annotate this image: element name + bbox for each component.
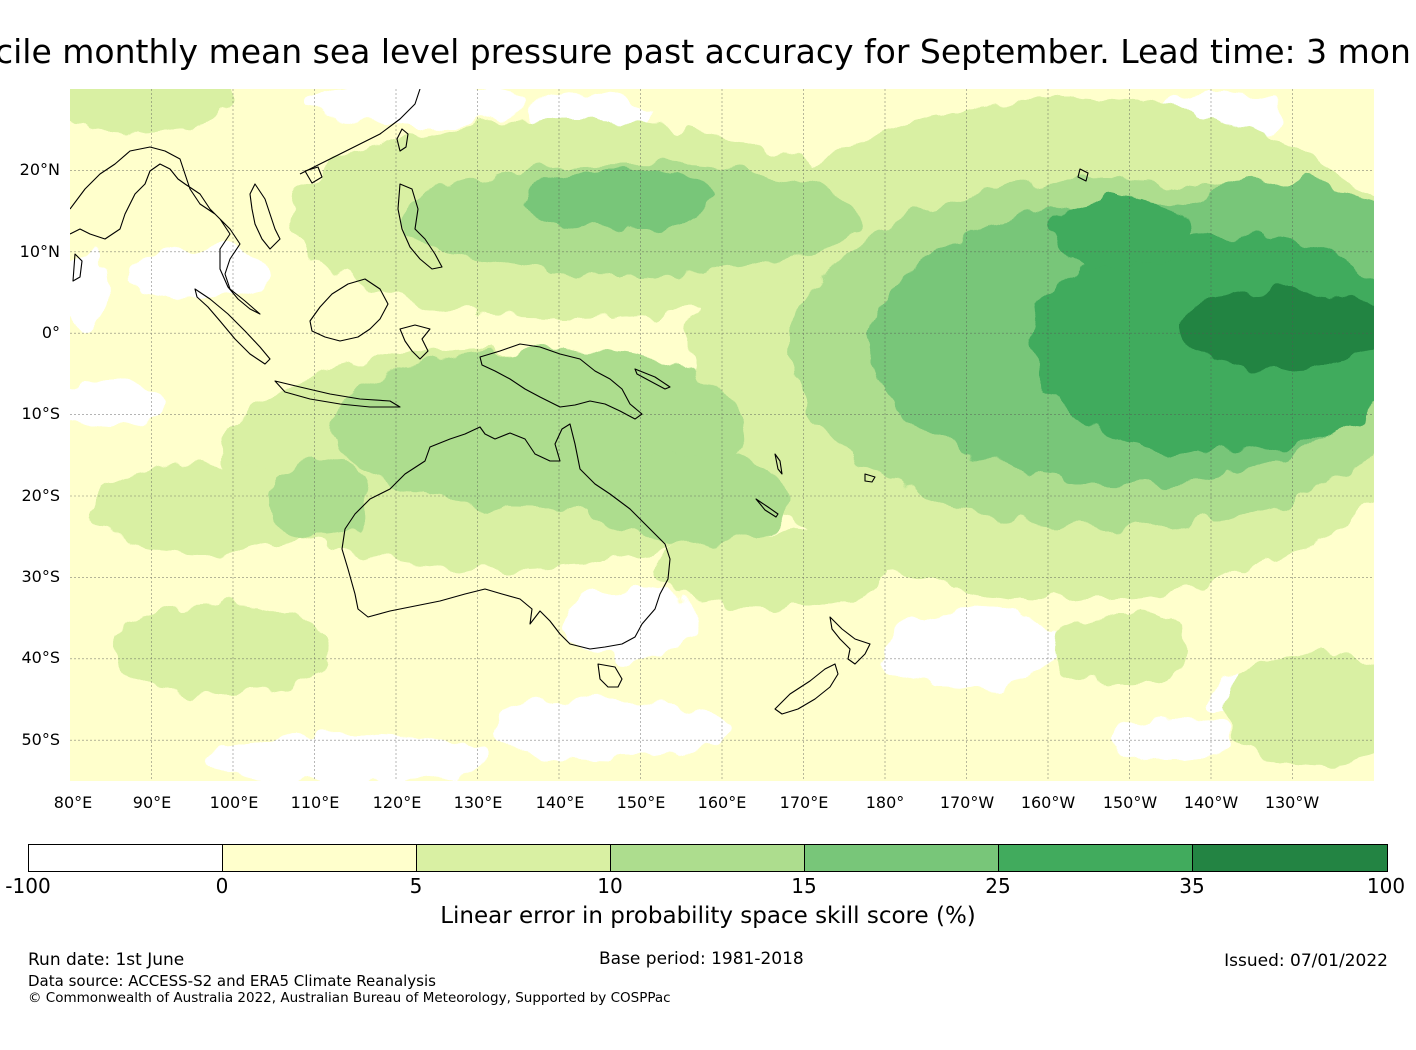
coastlines bbox=[70, 89, 1089, 715]
colorbar-tick-minus100: -100 bbox=[5, 874, 51, 898]
sri-lanka-coastline bbox=[72, 253, 83, 282]
lon-label-100e: 100°E bbox=[209, 793, 259, 812]
lat-label-20n: 20°N bbox=[19, 160, 60, 179]
lon-label-150e: 150°E bbox=[616, 793, 666, 812]
sulawesi-coastline bbox=[399, 324, 431, 360]
colorbar-segment-0-5 bbox=[222, 844, 417, 872]
map-title: cile monthly mean sea level pressure pas… bbox=[0, 32, 1411, 71]
lon-label-180: 180° bbox=[865, 793, 905, 812]
colorbar-segment-10-15 bbox=[610, 844, 805, 872]
colorbar-segment-35-100 bbox=[1192, 844, 1388, 872]
lon-label-130e: 130°E bbox=[453, 793, 503, 812]
solomon-islands-coastline bbox=[634, 368, 671, 390]
mainland-asia-coastline bbox=[70, 146, 261, 315]
taiwan-coastline bbox=[396, 128, 409, 152]
base-period: Base period: 1981-2018 bbox=[599, 949, 804, 969]
lon-label-140e: 140°E bbox=[535, 793, 585, 812]
colorbar-tick-35: 35 bbox=[1179, 874, 1205, 898]
colorbar-segment-25-35 bbox=[998, 844, 1193, 872]
data-source: Data source: ACCESS-S2 and ERA5 Climate … bbox=[28, 972, 436, 990]
australia-coastline bbox=[341, 423, 671, 650]
lat-label-40s: 40°S bbox=[21, 648, 60, 667]
colorbar-label: Linear error in probability space skill … bbox=[440, 903, 976, 929]
vanuatu-coastline bbox=[774, 453, 783, 475]
colorbar-tick-15: 15 bbox=[791, 874, 817, 898]
china-coastline bbox=[299, 89, 421, 175]
graticule bbox=[70, 89, 1374, 781]
tasmania-coastline bbox=[597, 663, 623, 688]
hawaii-coastline bbox=[1077, 168, 1089, 182]
lon-label-130w: 130°W bbox=[1264, 793, 1320, 812]
issued-date: Issued: 07/01/2022 bbox=[1224, 951, 1388, 971]
colorbar-tick-0: 0 bbox=[215, 874, 229, 898]
new-zealand-south-coastline bbox=[774, 663, 839, 715]
lon-label-110e: 110°E bbox=[290, 793, 340, 812]
lat-label-50s: 50°S bbox=[21, 730, 60, 749]
indochina-coastline bbox=[249, 183, 281, 250]
colorbar-segment-15-25 bbox=[804, 844, 999, 872]
new-zealand-north-coastline bbox=[829, 616, 871, 665]
borneo-coastline bbox=[309, 278, 389, 342]
score-band-35-100 bbox=[1180, 289, 1374, 369]
lon-label-160e: 160°E bbox=[697, 793, 747, 812]
sumatra-coastline bbox=[194, 288, 271, 365]
lon-label-120e: 120°E bbox=[372, 793, 422, 812]
lon-label-160w: 160°W bbox=[1020, 793, 1076, 812]
lat-label-0: 0° bbox=[41, 323, 60, 342]
colorbar-segment-5-10 bbox=[416, 844, 611, 872]
lon-label-90e: 90°E bbox=[132, 793, 172, 812]
hainan-coastline bbox=[304, 166, 323, 184]
fiji-coastline bbox=[864, 473, 876, 483]
lon-label-170w: 170°W bbox=[939, 793, 995, 812]
colorbar-tick-5: 5 bbox=[409, 874, 423, 898]
colorbar bbox=[28, 844, 1388, 872]
colorbar-tick-100: 100 bbox=[1366, 874, 1406, 898]
new-caledonia-coastline bbox=[755, 498, 779, 518]
colorbar-tick-25: 25 bbox=[985, 874, 1011, 898]
lat-label-30s: 30°S bbox=[21, 567, 60, 586]
run-date: Run date: 1st June bbox=[28, 950, 185, 970]
lon-label-170e: 170°E bbox=[779, 793, 829, 812]
lat-label-10s: 10°S bbox=[21, 404, 60, 423]
lat-label-20s: 20°S bbox=[21, 486, 60, 505]
lon-label-150w: 150°W bbox=[1102, 793, 1158, 812]
skill-score-map bbox=[70, 89, 1374, 781]
new-guinea-coastline bbox=[479, 343, 643, 420]
lon-label-80e: 80°E bbox=[53, 793, 93, 812]
copyright: © Commonwealth of Australia 2022, Austra… bbox=[28, 990, 671, 1006]
lat-label-10n: 10°N bbox=[19, 242, 60, 261]
lon-label-140w: 140°W bbox=[1183, 793, 1239, 812]
colorbar-segment-white bbox=[28, 844, 223, 872]
philippines-coastline bbox=[397, 183, 443, 270]
java-coastline bbox=[274, 380, 401, 408]
colorbar-tick-10: 10 bbox=[597, 874, 623, 898]
